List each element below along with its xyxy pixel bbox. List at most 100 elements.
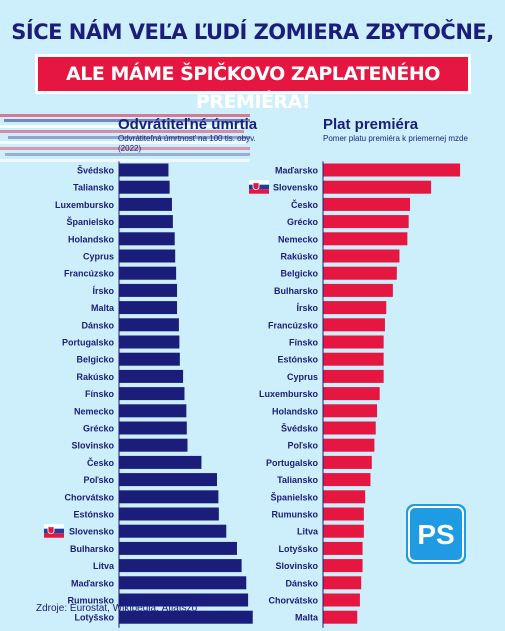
category-label-holandsko: Holandsko [272,406,319,416]
bar-slovensko [119,524,227,538]
category-label-estonsko: Estónsko [73,510,114,520]
bar-slovinsko [119,438,188,452]
category-label-bulharsko: Bulharsko [70,544,115,554]
category-label-spanielsko: Španielsko [66,216,114,227]
bar-rakusko [119,369,184,383]
category-label-cyprus: Cyprus [83,252,114,262]
bar-madarsko [119,576,247,590]
bar-francuzsko [323,318,385,332]
category-label-taliansko: Taliansko [73,183,114,193]
bar-cyprus [119,249,176,263]
bar-holandsko [323,404,378,418]
bar-francuzsko [119,266,177,280]
bar-finsko [119,387,185,401]
category-label-luxembursko: Luxembursko [259,389,319,399]
category-label-madarsko: Maďarsko [71,578,114,588]
bar-cyprus [323,369,384,383]
bar-nemecko [119,404,187,418]
category-label-finsko: Fínsko [85,389,115,399]
bar-polsko [323,438,375,452]
category-label-slovinsko: Slovinsko [71,441,114,451]
category-label-slovinsko: Slovinsko [275,561,318,571]
category-label-litva: Litva [297,527,319,537]
bar-malta [323,610,358,624]
chart-right-title: Plat premiéra [323,116,419,133]
bar-cesko [119,455,202,469]
bar-svedsko [323,421,376,435]
category-label-rakusko: Rakúsko [76,372,114,382]
category-label-portugalsko: Portugalsko [62,338,115,348]
category-label-estonsko: Estónsko [277,355,318,365]
headline-bottom: ALE MÁME ŠPIČKOVO ZAPLATENÉHO PREMIÉRA! [66,63,440,113]
category-label-malta: Malta [295,613,319,623]
bar-lotyssko [323,541,363,555]
category-label-portugalsko: Portugalsko [266,458,319,468]
bar-rumunsko [119,593,249,607]
bar-nemecko [323,232,408,246]
category-label-irsko: Írsko [92,286,114,296]
bar-svedsko [119,163,169,177]
category-label-rakusko: Rakúsko [280,252,318,262]
category-label-rumunsko: Rumunsko [271,510,318,520]
slovak-flag-icon [44,524,64,538]
bar-taliansko [323,473,371,487]
category-label-slovensko: Slovensko [273,183,319,193]
bar-estonsko [323,352,384,366]
category-label-luxembursko: Luxembursko [55,200,115,210]
bar-bulharsko [119,541,237,555]
category-label-polsko: Poľsko [288,441,319,451]
bar-holandsko [119,232,175,246]
category-label-cesko: Česko [291,199,319,210]
bar-polsko [119,473,217,487]
category-label-malta: Malta [91,303,115,313]
bar-slovensko [323,180,432,194]
category-label-grecko: Grécko [83,424,115,434]
category-label-cyprus: Cyprus [287,372,318,382]
category-label-nemecko: Nemecko [74,406,115,416]
bar-chorvatsko [323,593,360,607]
bar-belgicko [323,266,397,280]
category-label-francuzsko: Francúzsko [268,320,319,330]
bar-luxembursko [119,197,172,211]
bar-taliansko [119,180,170,194]
category-label-holandsko: Holandsko [68,234,115,244]
category-label-francuzsko: Francúzsko [64,269,115,279]
bar-spanielsko [323,490,366,504]
category-label-irsko: Írsko [296,303,318,313]
source-note: Zdroje: Eurostat, Wikipedia, Átlátszó [36,603,198,614]
bar-luxembursko [323,387,380,401]
bar-chorvatsko [119,490,219,504]
bar-lotyssko [119,610,253,624]
bar-dansko [119,318,179,332]
category-label-litva: Litva [93,561,115,571]
ps-logo-text: PS [417,519,454,550]
category-label-nemecko: Nemecko [278,234,319,244]
category-label-madarsko: Maďarsko [275,166,318,176]
bar-litva [323,524,364,538]
category-label-lotyssko: Lotyšsko [278,544,318,554]
bar-rumunsko [323,507,364,521]
bar-litva [119,559,242,573]
slovak-flag-icon [249,180,269,194]
chart-right-subtitle: Pomer platu premiéra k priemernej mzde [323,134,468,143]
bar-dansko [323,576,362,590]
category-label-spanielsko: Španielsko [270,491,318,502]
category-label-cesko: Česko [87,457,115,468]
category-label-grecko: Grécko [287,217,319,227]
chart-left-title: Odvrátiteľné úmrtia [118,116,258,133]
category-label-belgicko: Belgicko [280,269,318,279]
bar-portugalsko [323,455,372,469]
bar-irsko [119,283,178,297]
bar-belgicko [119,352,180,366]
chart-left-subtitle: Odvrátiteľná úmrtnosť na 100 tis. obyv. … [118,134,256,153]
category-label-rumunsko: Rumunsko [67,596,114,606]
glitch-decoration [0,112,250,172]
category-label-finsko: Fínsko [289,338,319,348]
category-label-chorvatsko: Chorvátsko [64,492,114,502]
ps-logo: PS [406,504,466,569]
bar-malta [119,301,178,315]
category-label-chorvatsko: Chorvátsko [268,596,318,606]
bar-grecko [119,421,187,435]
